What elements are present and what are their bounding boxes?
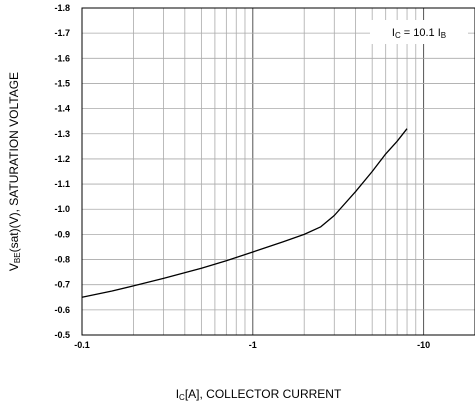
grid <box>82 8 475 335</box>
x-tick-label: -1 <box>249 340 257 350</box>
series-layer <box>81 128 408 298</box>
series-line <box>81 128 408 298</box>
y-tick-label: -0.9 <box>54 229 70 239</box>
y-tick-label: -1.3 <box>54 129 70 139</box>
y-tick-label: -1.8 <box>54 3 70 13</box>
y-axis-title: VBE(sat)(V), SATURATION VOLTAGE <box>7 72 22 271</box>
x-axis-title: IC[A], COLLECTOR CURRENT <box>176 387 342 402</box>
annotation-text: IC = 10.1 IB <box>392 27 446 40</box>
x-tick-labels: -0.1 -1 -10 <box>74 340 430 350</box>
y-tick-label: -1.4 <box>54 104 70 114</box>
y-tick-label: -1.7 <box>54 28 70 38</box>
x-tick-label: -10 <box>417 340 430 350</box>
y-tick-label: -1.2 <box>54 154 70 164</box>
y-tick-label: -1.1 <box>54 179 70 189</box>
annotation: IC = 10.1 IB <box>370 20 468 44</box>
y-tick-label: -1.5 <box>54 78 70 88</box>
plot-frame <box>81 7 475 336</box>
y-tick-label: -1.0 <box>54 204 70 214</box>
y-tick-label: -0.8 <box>54 255 70 265</box>
y-tick-label: -0.7 <box>54 280 70 290</box>
y-tick-label: -1.6 <box>54 53 70 63</box>
y-tick-label: -0.6 <box>54 305 70 315</box>
x-tick-label: -0.1 <box>74 340 90 350</box>
y-tick-labels: -1.8 -1.7 -1.6 -1.5 -1.4 -1.3 -1.2 -1.1 -1.0 -0.9… <box>54 3 70 340</box>
annotation-background <box>370 20 468 44</box>
y-tick-label: -0.5 <box>54 330 70 340</box>
